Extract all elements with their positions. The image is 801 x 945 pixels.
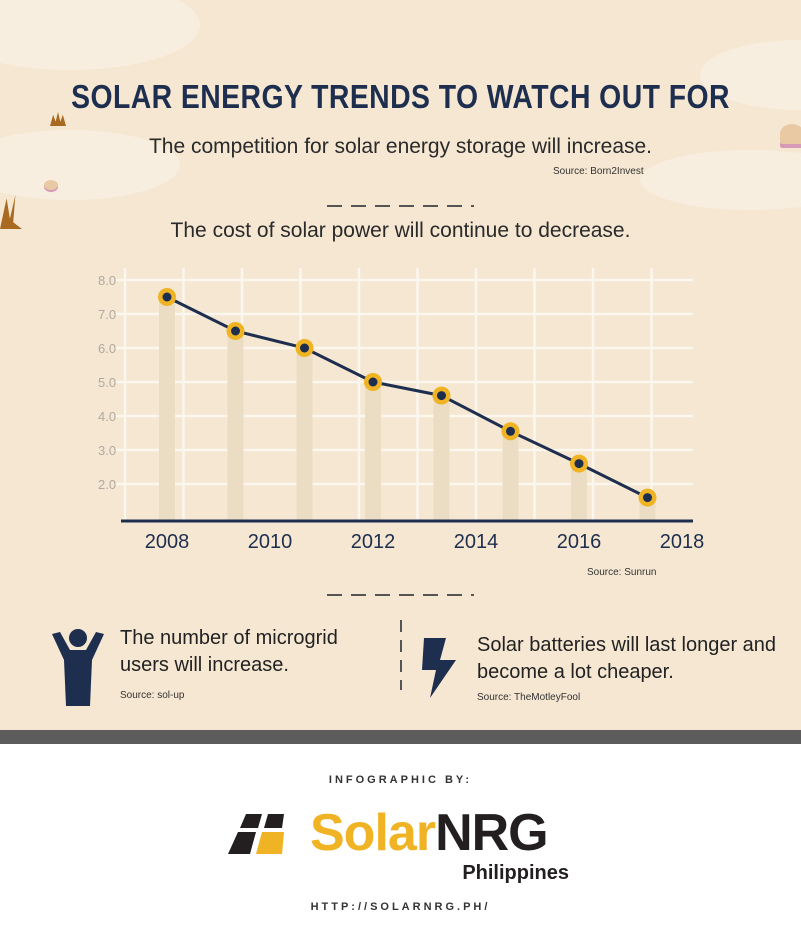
point-shadow-column — [365, 382, 381, 521]
x-tick-label: 2010 — [248, 531, 293, 553]
divider — [327, 205, 474, 207]
x-tick-label: 2016 — [557, 531, 602, 553]
y-tick-label: 3.0 — [98, 443, 116, 458]
person-icon — [52, 629, 104, 706]
y-tick-label: 6.0 — [98, 341, 116, 356]
logo-nrg-text: NRG — [435, 804, 549, 862]
trend-4-text: Solar batteries will last longer and bec… — [477, 634, 777, 683]
data-point-center — [162, 292, 172, 302]
trend-3-text: The number of microgrid users will incre… — [120, 627, 338, 676]
infographic-panel: SOLAR ENERGY TRENDS TO WATCH OUT FOR The… — [0, 0, 801, 730]
x-tick-label: 2012 — [351, 531, 396, 553]
data-point-center — [368, 377, 378, 387]
y-tick-label: 4.0 — [98, 409, 116, 424]
divider — [327, 594, 474, 596]
y-tick-label: 5.0 — [98, 375, 116, 390]
y-tick-label: 8.0 — [98, 273, 116, 288]
x-tick-label: 2018 — [660, 531, 705, 553]
point-shadow-column — [296, 348, 313, 521]
rock-decoration — [780, 124, 801, 144]
credit-label: INFOGRAPHIC BY: — [328, 774, 473, 786]
data-point-center — [574, 459, 584, 469]
data-point-center — [300, 343, 310, 353]
logo-wordmark: Solar NRG — [310, 804, 549, 862]
solar-panel-logo-icon — [228, 814, 284, 854]
y-tick-label: 2.0 — [98, 477, 116, 492]
trend-4-source: Source: TheMotleyFool — [477, 692, 581, 703]
data-point-center — [436, 391, 446, 401]
trend-1-text: The competition for solar energy storage… — [148, 135, 653, 158]
page-title: SOLAR ENERGY TRENDS TO WATCH OUT FOR — [71, 78, 730, 115]
solarnrg-logo: Solar NRG Philippines — [228, 804, 573, 884]
trend-2-source: Source: Sunrun — [587, 567, 657, 578]
vertical-divider — [400, 620, 402, 690]
cost-line-chart: 2.0 3.0 4.0 5.0 6.0 7.0 8.0 2008 2010 2012 2014 201… — [98, 268, 705, 553]
trend-3-source: Source: sol-up — [120, 690, 185, 701]
series-line — [166, 295, 649, 499]
data-point-center — [230, 326, 240, 336]
data-point-center — [642, 493, 652, 503]
point-shadow-column — [159, 297, 175, 521]
x-tick-label: 2008 — [145, 531, 190, 553]
point-shadow-column — [571, 463, 587, 521]
website-link[interactable]: HTTP://SOLARNRG.PH/ — [310, 901, 491, 913]
logo-country-text: Philippines — [462, 862, 569, 884]
logo-solar-text: Solar — [310, 804, 436, 862]
cloud-decoration — [0, 130, 180, 200]
footer-band — [0, 730, 801, 744]
point-shadow-column — [433, 395, 450, 521]
x-tick-label: 2014 — [454, 531, 499, 553]
trend-2-text: The cost of solar power will continue to… — [170, 219, 631, 242]
trend-1-source: Source: Born2Invest — [553, 166, 644, 177]
data-point-center — [506, 426, 516, 436]
point-shadow-column — [227, 331, 244, 521]
lightning-icon — [422, 638, 456, 698]
rock-decoration — [44, 180, 58, 190]
y-tick-label: 7.0 — [98, 307, 116, 322]
point-shadow-column — [502, 431, 519, 521]
